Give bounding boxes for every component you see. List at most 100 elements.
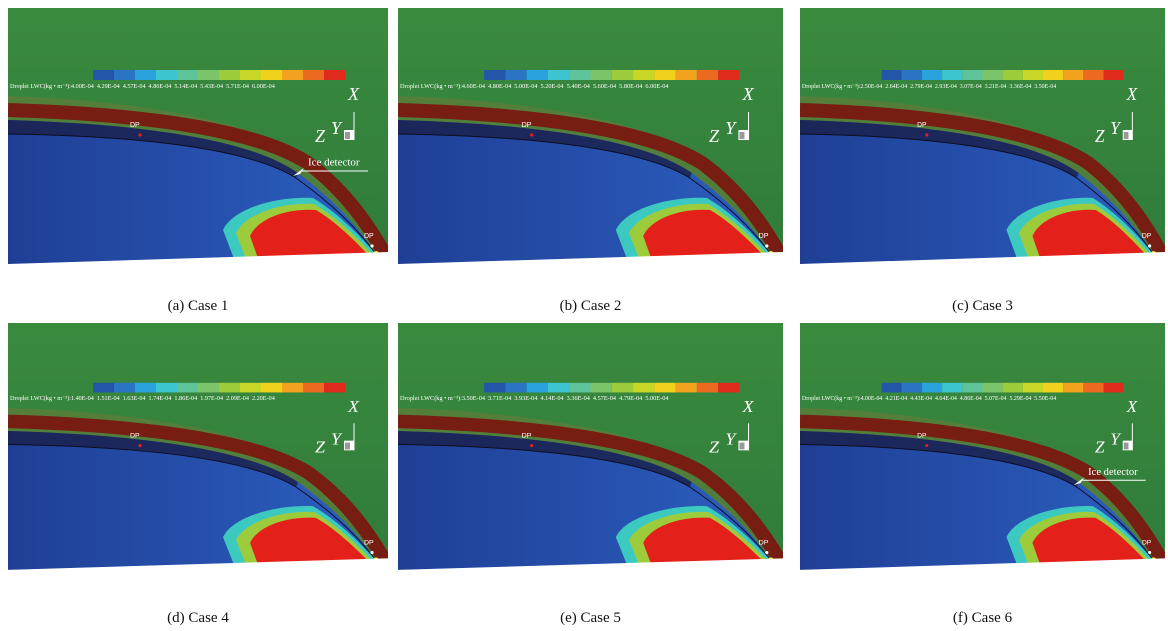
legend-tick: 4.29E-04 [97,83,120,90]
triad-box [345,132,350,139]
figure: Droplet LWC(kg • m⁻³):4.00E-044.29E-044.… [0,0,1168,631]
triad-box [739,443,744,450]
legend-tick: 4.86E-04 [149,83,172,90]
legend-label: Droplet LWC(kg • m⁻³): [802,396,861,403]
legend-tick: 2.93E-04 [935,84,957,90]
colorbar-segment [156,383,177,393]
legend-tick: 5.00E-04 [514,83,538,90]
legend-tick: 4.21E-04 [885,397,907,403]
legend-tick: 4.00E-04 [71,83,94,90]
colorbar-segment [1083,383,1103,393]
colorbar-segment [527,383,548,393]
colorbar-segment [177,383,198,393]
colorbar-segment [93,383,114,393]
colorbar-segment [548,70,569,80]
dp-point [370,244,373,247]
axis-label: X [741,84,754,104]
colorbar-segment [902,383,922,393]
colorbar-segment [93,70,114,80]
legend: Droplet LWC(kg • m⁻³):3.50E-043.71E-043.… [400,396,668,403]
axis-label: Z [1095,437,1105,456]
contour-panel: Droplet LWC(kg • m⁻³):3.50E-043.71E-043.… [398,323,783,595]
colorbar-segment [942,70,962,80]
legend-tick: 3.93E-04 [514,397,537,403]
dp-label: DP [522,433,532,440]
dp-label: DP [364,233,374,240]
colorbar-segment [527,70,548,80]
legend-tick: 2.50E-04 [860,84,882,90]
colorbar-segment [1003,383,1023,393]
colorbar-segment [983,70,1003,80]
colorbar-segment [654,383,675,393]
dp-label: DP [759,540,769,547]
legend-tick: 5.43E-04 [200,83,223,90]
annotation: Ice detector [1088,467,1138,478]
colorbar-segment [962,383,982,393]
dp-label: DP [917,122,927,129]
legend-tick: 1.74E-04 [149,397,172,403]
legend-label: Droplet LWC(kg • m⁻³): [400,396,462,403]
caption: (b) Case 2 [398,298,783,315]
dp-label: DP [917,433,927,440]
legend-tick: 3.71E-04 [488,397,511,403]
colorbar-segment [591,70,612,80]
colorbar-segment [548,383,569,393]
legend-tick: 4.00E-04 [860,397,882,403]
dp-point [138,133,141,136]
axis-label: X [1126,84,1139,104]
legend-tick: 4.14E-04 [540,397,563,403]
colorbar-segment [633,383,654,393]
legend-tick: 1.86E-04 [174,397,197,403]
colorbar-segment [1104,383,1124,393]
colorbar-segment [882,383,902,393]
legend: Droplet LWC(kg • m⁻³):4.60E-044.80E-045.… [400,83,669,90]
legend-tick: 4.57E-04 [123,83,146,90]
legend-tick: 3.36E-04 [567,397,590,403]
axis-label: Z [709,437,720,457]
colorbar-segment [1083,70,1103,80]
legend-tick: 4.60E-04 [462,83,486,90]
colorbar-segment [484,70,505,80]
colorbar-segment [135,70,156,80]
legend-tick: 1.97E-04 [200,397,223,403]
legend-tick: 6.00E-04 [645,83,669,90]
colorbar-segment [219,383,240,393]
axis-label: X [347,84,360,104]
axis-label: X [741,396,754,416]
caption: (f) Case 6 [800,610,1165,627]
colorbar-segment [1023,383,1043,393]
colorbar-segment [612,70,633,80]
legend-tick: 5.50E-04 [1034,397,1056,403]
legend-tick: 5.29E-04 [1009,397,1031,403]
colorbar-segment [114,70,135,80]
colorbar-segment [324,383,345,393]
legend-tick: 1.51E-04 [97,397,120,403]
legend-tick: 4.86E-04 [960,397,982,403]
colorbar-segment [1043,383,1063,393]
legend-label: Droplet LWC(kg • m⁻³): [802,83,861,90]
dp-label: DP [759,233,769,240]
colorbar-segment [1003,70,1023,80]
triad-box [345,443,350,450]
colorbar-segment [219,70,240,80]
colorbar-segment [676,383,697,393]
dp-point [1148,244,1151,247]
colorbar-segment [676,70,697,80]
dp-label: DP [522,122,532,129]
legend-tick: 3.50E-04 [1034,84,1056,90]
colorbar-segment [591,383,612,393]
axis-label: Z [1095,126,1105,146]
colorbar-segment [882,70,902,80]
colorbar-segment [983,383,1003,393]
legend-tick: 4.80E-04 [488,83,512,90]
annotation: Ice detector [308,157,360,169]
colorbar-segment [261,70,282,80]
colorbar-segment [114,383,135,393]
legend-tick: 4.57E-04 [593,397,616,403]
colorbar-segment [282,70,303,80]
triad-box [1124,443,1129,450]
